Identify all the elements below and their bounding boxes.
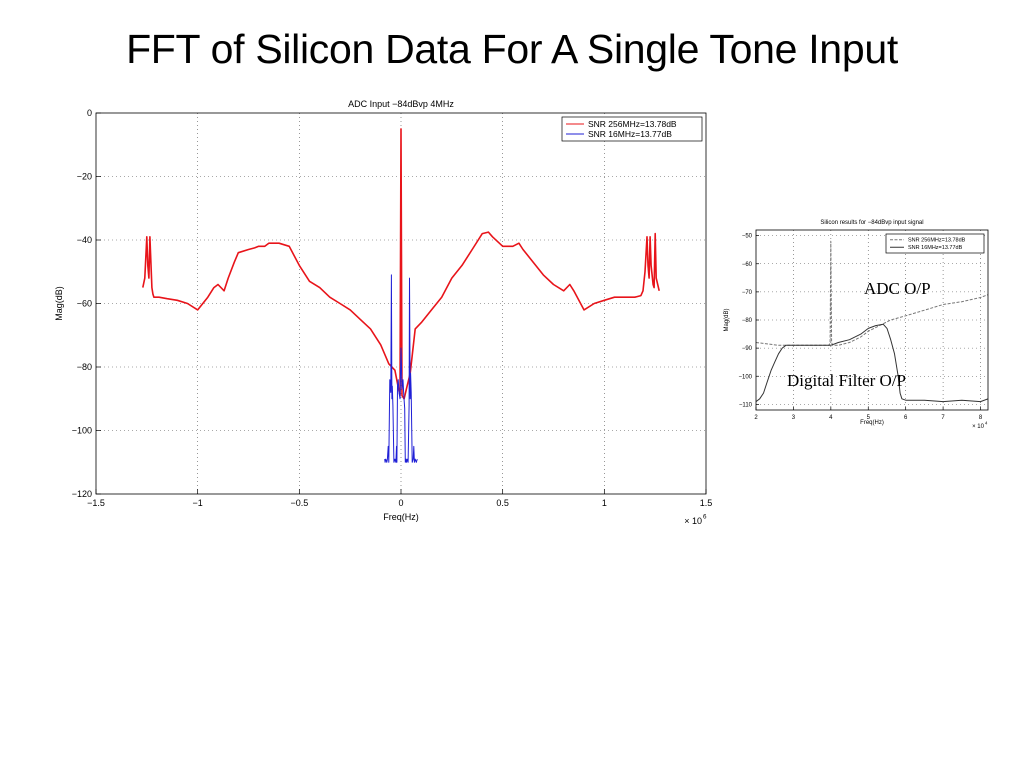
y-tick-label: −20 — [77, 172, 92, 182]
legend-box — [561, 116, 703, 142]
y-tick-label: −80 — [742, 318, 753, 324]
legend-label-1: SNR 256MHz=13.78dB — [908, 238, 966, 244]
y-axis-label: Mag(dB) — [724, 308, 730, 331]
digital-filter-output-annotation: Digital Filter O/P — [787, 371, 906, 390]
legend-label-1: SNR 256MHz=13.78dB — [588, 119, 677, 129]
x-tick-label: 8 — [979, 415, 983, 421]
x-tick-label: −1.5 — [87, 498, 105, 508]
y-tick-label: −50 — [742, 234, 753, 240]
x-tick-label: 7 — [941, 415, 945, 421]
legend-label-2: SNR 16MHz=13.77dB — [908, 245, 963, 251]
x-tick-label: −1 — [193, 498, 203, 508]
x-axis-multiplier: × 10 — [972, 424, 985, 430]
x-tick-label: 1.5 — [700, 498, 713, 508]
x-axis-label: Freq(Hz) — [383, 512, 419, 522]
series-line-2 — [756, 323, 988, 403]
x-tick-label: 6 — [904, 415, 908, 421]
x-axis-label: Freq(Hz) — [860, 420, 884, 426]
x-tick-label: 0 — [398, 498, 403, 508]
x-axis-exponent: 4 — [985, 420, 988, 425]
y-tick-label: −80 — [77, 362, 92, 372]
x-tick-label: 4 — [829, 415, 833, 421]
y-tick-label: 0 — [87, 108, 92, 118]
y-tick-label: −70 — [742, 290, 753, 296]
y-tick-label: −60 — [77, 299, 92, 309]
x-axis-exponent: 6 — [703, 514, 707, 521]
x-tick-label: 1 — [602, 498, 607, 508]
series-line-2 — [384, 274, 418, 463]
y-tick-label: −110 — [739, 402, 753, 408]
y-tick-label: −90 — [742, 346, 753, 352]
y-tick-label: −60 — [742, 262, 753, 268]
chart-title: Silicon results for −84dBvp input signal — [820, 220, 923, 226]
x-tick-label: 5 — [867, 415, 871, 421]
legend-box — [885, 233, 985, 254]
y-tick-label: −120 — [72, 489, 92, 499]
x-tick-label: 0.5 — [496, 498, 509, 508]
y-tick-label: −100 — [738, 374, 752, 380]
adc-output-annotation: ADC O/P — [864, 279, 931, 298]
x-tick-label: 2 — [754, 415, 758, 421]
x-tick-label: −0.5 — [290, 498, 308, 508]
x-axis-multiplier: × 10 — [684, 516, 702, 526]
slide-title: FFT of Silicon Data For A Single Tone In… — [126, 26, 898, 72]
x-tick-label: 3 — [792, 415, 796, 421]
y-axis-label: Mag(dB) — [54, 286, 64, 321]
adc-input-fft-chart: −1.5 −1 −0.5 0 0.5 1 1.5 0 −20 −40 −60 −80 −100 −120 A… — [54, 99, 713, 526]
y-tick-label: −40 — [77, 235, 92, 245]
legend-label-2: SNR 16MHz=13.77dB — [588, 129, 672, 139]
series-line-1 — [142, 128, 660, 400]
silicon-results-inset-chart: 2 3 4 5 6 7 8 −50 −60 −70 −80 −90 −100 −110 Silicon re… — [724, 220, 989, 430]
chart-title: ADC Input −84dBvp 4MHz — [348, 99, 454, 109]
y-tick-label: −100 — [72, 426, 92, 436]
